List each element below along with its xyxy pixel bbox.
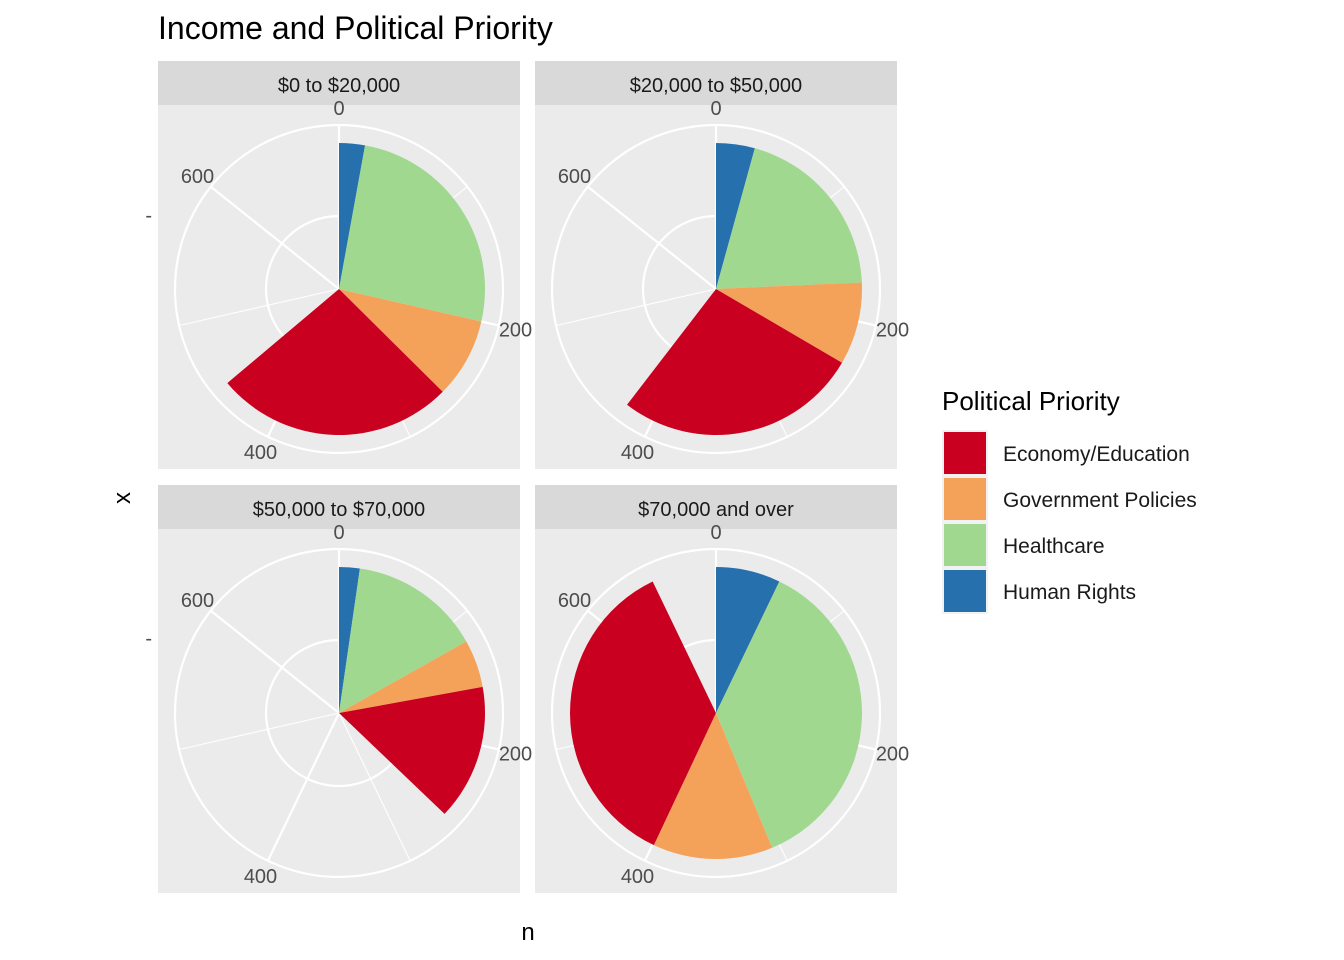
facet-strip-label: $20,000 to $50,000 xyxy=(630,75,802,97)
theta-tick-label: 600 xyxy=(558,590,591,612)
legend-swatch-government-policies xyxy=(944,478,986,520)
theta-tick-label: 400 xyxy=(621,442,654,464)
grid-spoke-major xyxy=(587,185,717,290)
theta-tick-label: 600 xyxy=(558,166,591,188)
legend-label-human-rights: Human Rights xyxy=(1003,581,1136,604)
legend-label-economy-education: Economy/Education xyxy=(1003,443,1190,466)
grid-spoke-minor xyxy=(555,288,717,327)
legend-swatch-human-rights xyxy=(944,570,986,612)
facet-strip-label: $50,000 to $70,000 xyxy=(253,499,425,521)
pie-slice-human-rights xyxy=(339,143,366,289)
grid-spoke-minor xyxy=(178,288,340,327)
pie-slice-government-policies xyxy=(339,289,482,392)
pie-slice-government-policies xyxy=(716,282,862,363)
y-tick-label-row-2: - xyxy=(145,628,152,650)
legend-label-healthcare: Healthcare xyxy=(1003,535,1105,558)
legend-label-government-policies: Government Policies xyxy=(1003,489,1197,512)
pie-slice-healthcare xyxy=(339,145,486,322)
theta-tick-label: 200 xyxy=(499,743,532,765)
facet-strip xyxy=(158,485,520,529)
grid-spoke-major xyxy=(210,609,340,714)
pie-slice-human-rights xyxy=(339,567,360,713)
grid-spoke-major xyxy=(210,185,340,290)
pie-slice-healthcare xyxy=(339,568,467,713)
legend-title: Political Priority xyxy=(942,386,1120,416)
y-axis-title: x xyxy=(109,492,136,504)
facet-strip xyxy=(158,61,520,105)
theta-tick-label: 0 xyxy=(333,98,344,120)
legend-swatch-economy-education xyxy=(944,432,986,474)
theta-tick-label: 600 xyxy=(181,166,214,188)
facet-strip-label: $70,000 and over xyxy=(638,499,794,521)
theta-tick-label: 200 xyxy=(876,743,909,765)
theta-tick-label: 200 xyxy=(499,319,532,341)
x-axis-title: n xyxy=(521,919,534,946)
theta-tick-label: 400 xyxy=(621,866,654,888)
pie-slice-human-rights xyxy=(716,567,780,713)
pie-slice-human-rights xyxy=(716,143,755,289)
legend-swatch-healthcare xyxy=(944,524,986,566)
chart-title: Income and Political Priority xyxy=(158,10,553,46)
theta-tick-label: 0 xyxy=(710,522,721,544)
pie-slice-economy-education xyxy=(570,581,716,846)
grid-spoke-major xyxy=(266,712,340,862)
pie-slice-government-policies xyxy=(339,641,483,713)
facet-strip xyxy=(535,61,897,105)
grid-spoke-minor xyxy=(338,712,411,861)
facet-strip xyxy=(535,485,897,529)
legend: Political Priority Economy/Education Gove… xyxy=(942,386,1197,614)
pie-slice-economy-education xyxy=(227,289,443,436)
pie-slice-economy-education xyxy=(627,289,842,436)
theta-tick-label: 200 xyxy=(876,319,909,341)
pie-slice-healthcare xyxy=(716,148,862,289)
theta-tick-label: 0 xyxy=(333,522,344,544)
grid-spoke-minor xyxy=(178,712,340,751)
pie-slice-healthcare xyxy=(716,581,862,848)
y-tick-label-row-1: - xyxy=(145,205,152,227)
theta-tick-label: 400 xyxy=(244,442,277,464)
pie-slice-economy-education xyxy=(339,686,485,814)
theta-tick-label: 400 xyxy=(244,866,277,888)
theta-tick-label: 600 xyxy=(181,590,214,612)
pie-slice-government-policies xyxy=(653,713,773,859)
facet-strip-label: $0 to $20,000 xyxy=(278,75,400,97)
theta-tick-label: 0 xyxy=(710,98,721,120)
